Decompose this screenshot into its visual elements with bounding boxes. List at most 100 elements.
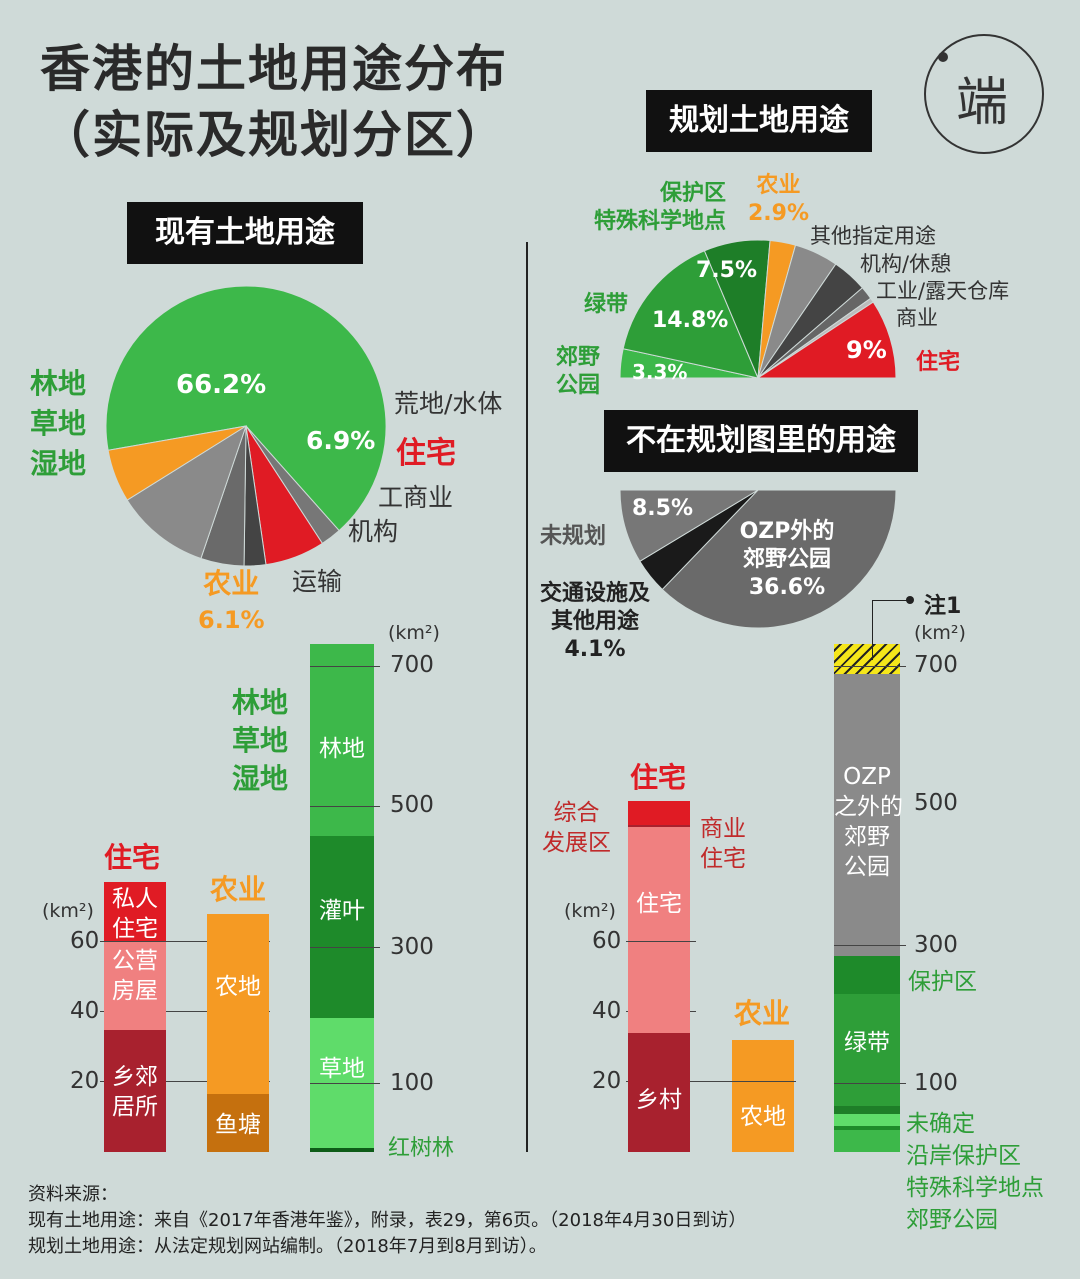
left-tick-60: 60 bbox=[70, 928, 100, 954]
source-line1: 现有土地用途：来自《2017年香港年鉴》，附录，表29，第6页。（2018年4月… bbox=[28, 1210, 747, 1231]
left-forest-woodland-text: 林地 bbox=[319, 736, 365, 762]
left-forest-bar: 林地 灌叶 草地 bbox=[310, 644, 374, 1152]
planned-greenbelt-value: 14.8% bbox=[652, 308, 729, 333]
left-forest-grass-text: 草地 bbox=[319, 1056, 365, 1082]
left-forest-mangrove bbox=[310, 1148, 374, 1152]
left-agri-title: 农业 bbox=[210, 873, 267, 906]
logo-text: 端 bbox=[956, 73, 1009, 133]
left-agri-pond-text: 鱼塘 bbox=[215, 1112, 261, 1138]
right-park-ozp-text: OZP 之外的 郊野 公园 bbox=[834, 764, 903, 880]
current-barren-label: 荒地/水体 bbox=[394, 389, 503, 418]
pie-slice-pie3-2 bbox=[619, 489, 760, 562]
current-res-value: 6.9% bbox=[306, 426, 376, 455]
right-res-cdz bbox=[628, 801, 690, 825]
current-res-label: 住宅 bbox=[396, 436, 456, 471]
outside-unplanned-label: 未规划 bbox=[540, 524, 607, 549]
left-res-rural-text: 乡郊 居所 bbox=[112, 1064, 158, 1120]
left-forest-title: 林地 草地 湿地 bbox=[232, 686, 289, 795]
left-forest-shrub bbox=[310, 836, 374, 1018]
outside-ozp-label: OZP外的 郊野公园 36.6% bbox=[739, 519, 835, 600]
title-line2: （实际及规划分区） bbox=[40, 106, 508, 164]
left-res-bar: 私人 住宅 公营 房屋 乡郊 居所 bbox=[104, 882, 166, 1152]
left-grid-700 bbox=[310, 666, 380, 667]
right-res-title: 住宅 bbox=[630, 761, 687, 794]
right-grid-700 bbox=[834, 666, 906, 667]
left-res-public bbox=[104, 942, 166, 1030]
center-divider bbox=[526, 242, 528, 1152]
note-line bbox=[872, 600, 873, 660]
planned-conservation-label: 保护区 特殊科学地点 bbox=[593, 181, 726, 234]
left-grid-100 bbox=[310, 1083, 380, 1084]
left-grid-500 bbox=[310, 806, 380, 807]
left-unit-small: (km²) bbox=[42, 900, 94, 922]
left-tick-700: 700 bbox=[390, 652, 434, 678]
right-res-res-text: 住宅 bbox=[636, 891, 682, 917]
left-res-private-text: 私人 住宅 bbox=[112, 886, 158, 942]
left-unit-large: (km²) bbox=[388, 622, 440, 644]
right-res-bar: 住宅 乡村 bbox=[628, 801, 690, 1152]
logo-dot bbox=[938, 52, 948, 62]
outside-transport-label: 交通设施及 其他用途 4.1% bbox=[540, 581, 651, 662]
outside-unplanned-value: 8.5% bbox=[632, 496, 694, 521]
left-res-public-text: 公营 房屋 bbox=[112, 948, 158, 1004]
right-tick-700: 700 bbox=[914, 652, 958, 678]
current-institution-label: 机构 bbox=[348, 517, 399, 546]
planned-cons-value: 7.5% bbox=[696, 258, 758, 283]
pie-slice-pie2-1 bbox=[622, 250, 759, 379]
pie-slice-pie3-0 bbox=[661, 489, 897, 629]
source-notes: 资料来源： 现有土地用途：来自《2017年香港年鉴》，附录，表29，第6页。（2… bbox=[28, 1182, 746, 1260]
right-park-coastal bbox=[834, 1114, 900, 1126]
right-agri-farm-text: 农地 bbox=[740, 1104, 786, 1130]
note-line-h bbox=[872, 600, 910, 601]
pie-slice-pie1-0 bbox=[105, 285, 387, 532]
current-commercial-label: 工商业 bbox=[378, 483, 454, 512]
left-agri-pond bbox=[207, 1094, 269, 1152]
left-tick-500: 500 bbox=[390, 792, 434, 818]
current-forest-label: 林地 草地 湿地 bbox=[30, 367, 87, 480]
left-grid-300 bbox=[310, 947, 380, 948]
planned-park-value: 3.3% bbox=[632, 360, 688, 384]
planned-agri-label: 农业 2.9% bbox=[748, 173, 810, 226]
right-tick-100: 100 bbox=[914, 1070, 958, 1096]
section-outside: 不在规划图里的用途 bbox=[604, 410, 918, 472]
title-line1: 香港的土地用途分布 bbox=[40, 40, 508, 98]
source-heading: 资料来源： bbox=[28, 1184, 118, 1205]
right-grid-100 bbox=[834, 1083, 906, 1084]
pie-slice-pie1-6 bbox=[107, 425, 247, 501]
right-agri-title: 农业 bbox=[734, 997, 791, 1030]
source-line2: 规划土地用途：从法定规划网站编制。（2018年7月到8月到访）。 bbox=[28, 1236, 547, 1257]
right-tick-40: 40 bbox=[592, 998, 622, 1024]
planned-commercial-label: 商业 bbox=[896, 306, 938, 330]
planned-industrial-label: 工业/露天仓库 bbox=[876, 279, 1010, 303]
page-title: 香港的土地用途分布 （实际及规划分区） bbox=[40, 36, 508, 168]
right-agri-bar: 农地 bbox=[732, 1040, 794, 1152]
left-grid-40 bbox=[100, 1011, 270, 1012]
left-res-title: 住宅 bbox=[104, 841, 161, 874]
current-forest-value: 66.2% bbox=[176, 370, 267, 400]
left-tick-300: 300 bbox=[390, 934, 434, 960]
right-cdz-label: 综合 发展区 bbox=[542, 800, 611, 856]
left-tick-100: 100 bbox=[390, 1070, 434, 1096]
left-res-rural bbox=[104, 1030, 166, 1152]
right-res-comres bbox=[628, 825, 690, 827]
left-tick-40: 40 bbox=[70, 998, 100, 1024]
left-mangrove-label: 红树林 bbox=[388, 1136, 455, 1161]
planned-other-label: 其他指定用途 bbox=[810, 224, 936, 248]
right-grid-300 bbox=[834, 945, 906, 946]
left-res-private bbox=[104, 882, 166, 942]
planned-inst-label: 机构/休憩 bbox=[860, 252, 952, 276]
left-grid-20 bbox=[100, 1081, 270, 1082]
current-agri-label: 农业 6.1% bbox=[198, 567, 265, 634]
right-grid-over bbox=[628, 941, 690, 942]
section-planned: 规划土地用途 bbox=[646, 90, 872, 152]
right-res-village-text: 乡村 bbox=[636, 1087, 682, 1113]
right-grid-over-agri bbox=[732, 1081, 794, 1082]
right-legend: 未确定 沿岸保护区 特殊科学地点 郊野公园 bbox=[906, 1111, 1044, 1233]
left-agri-farm bbox=[207, 914, 269, 1094]
right-comres-label: 商业 住宅 bbox=[700, 816, 746, 872]
left-agri-farm-text: 农地 bbox=[215, 974, 261, 1000]
left-grid-over-res bbox=[104, 941, 166, 942]
right-park-undetermined bbox=[834, 1106, 900, 1114]
logo-icon: 端 bbox=[924, 34, 1044, 154]
right-park-ozp bbox=[834, 674, 900, 956]
